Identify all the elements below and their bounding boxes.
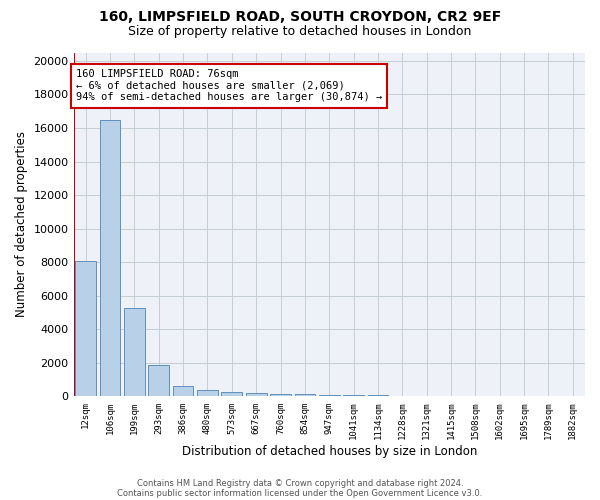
- Text: Contains HM Land Registry data © Crown copyright and database right 2024.: Contains HM Land Registry data © Crown c…: [137, 478, 463, 488]
- Bar: [246, 393, 266, 396]
- Text: Size of property relative to detached houses in London: Size of property relative to detached ho…: [128, 25, 472, 38]
- Bar: [173, 386, 193, 396]
- Bar: [148, 366, 169, 396]
- Bar: [76, 260, 96, 396]
- Text: Contains public sector information licensed under the Open Government Licence v3: Contains public sector information licen…: [118, 488, 482, 498]
- Y-axis label: Number of detached properties: Number of detached properties: [15, 132, 28, 318]
- Text: 160 LIMPSFIELD ROAD: 76sqm
← 6% of detached houses are smaller (2,069)
94% of se: 160 LIMPSFIELD ROAD: 76sqm ← 6% of detac…: [76, 70, 382, 102]
- Bar: [124, 308, 145, 396]
- Bar: [100, 120, 121, 396]
- Text: 160, LIMPSFIELD ROAD, SOUTH CROYDON, CR2 9EF: 160, LIMPSFIELD ROAD, SOUTH CROYDON, CR2…: [99, 10, 501, 24]
- Bar: [295, 394, 315, 396]
- Bar: [221, 392, 242, 396]
- X-axis label: Distribution of detached houses by size in London: Distribution of detached houses by size …: [182, 444, 477, 458]
- Bar: [319, 394, 340, 396]
- Bar: [197, 390, 218, 396]
- Bar: [343, 395, 364, 396]
- Bar: [270, 394, 291, 396]
